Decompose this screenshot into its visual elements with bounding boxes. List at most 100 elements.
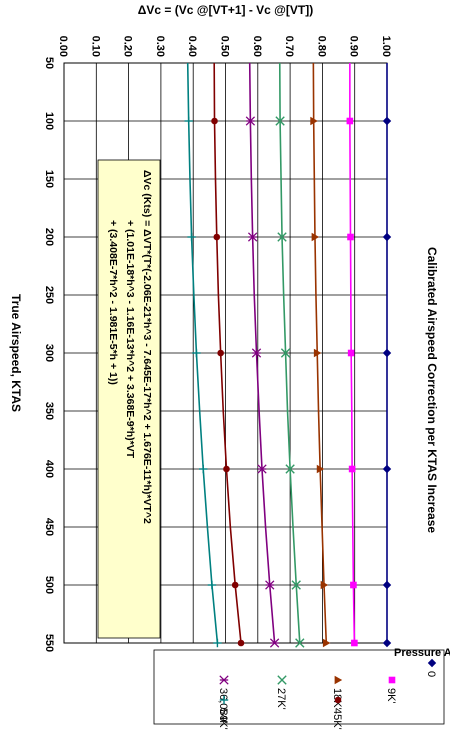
legend-item: 0 bbox=[425, 658, 437, 677]
data-point bbox=[217, 349, 224, 357]
data-point bbox=[184, 116, 193, 126]
legend-marker-stroke bbox=[277, 675, 287, 685]
data-point bbox=[269, 638, 280, 648]
data-point bbox=[237, 639, 245, 647]
data-point bbox=[187, 232, 196, 242]
legend-marker bbox=[219, 675, 229, 685]
data-point bbox=[295, 638, 305, 648]
data-point-stroke bbox=[280, 348, 291, 358]
legend-item: 45K' bbox=[331, 696, 343, 730]
y-tick-label: 0.90 bbox=[348, 36, 360, 57]
data-point bbox=[207, 580, 217, 590]
y-tick-label: 0.30 bbox=[154, 36, 166, 57]
legend-marker bbox=[334, 696, 342, 704]
data-point bbox=[311, 232, 320, 242]
legend-item: 9K' bbox=[385, 676, 397, 704]
legend-marker bbox=[334, 675, 343, 685]
legend-marker bbox=[388, 676, 396, 684]
x-tick-label: 450 bbox=[43, 518, 55, 536]
data-point bbox=[350, 581, 357, 589]
data-point bbox=[291, 580, 301, 590]
series-layer bbox=[184, 62, 392, 648]
legend-item: 54K' bbox=[217, 695, 229, 730]
series-2 bbox=[346, 63, 358, 647]
y-tick-label: 1.00 bbox=[380, 36, 392, 57]
data-point bbox=[192, 348, 201, 358]
legend-box bbox=[153, 649, 445, 725]
y-tick-label: 0.10 bbox=[89, 36, 101, 57]
data-point bbox=[275, 116, 285, 126]
series-5 bbox=[245, 62, 280, 648]
data-point bbox=[348, 465, 356, 473]
legend-label: 45K' bbox=[331, 708, 343, 730]
tick-labels: 50 100 150 200 250 300 350 400 450 500 550 0.00 0.10… bbox=[43, 36, 392, 653]
data-point bbox=[213, 638, 222, 648]
y-tick-label: 0.20 bbox=[122, 36, 134, 57]
data-point bbox=[257, 464, 267, 474]
data-point-stroke bbox=[277, 232, 287, 242]
data-point bbox=[320, 580, 329, 590]
x-tick-label: 200 bbox=[43, 228, 55, 246]
data-point-stroke bbox=[275, 116, 285, 126]
data-point-stroke bbox=[285, 464, 295, 474]
legend-item: 36,089' bbox=[217, 675, 229, 724]
series-4 bbox=[275, 62, 305, 648]
y-tick-label: 0.40 bbox=[186, 36, 198, 57]
legend-title: Pressure Altitude bbox=[394, 647, 450, 659]
legend-marker bbox=[219, 695, 229, 705]
x-tick-label: 300 bbox=[43, 344, 55, 362]
series-3 bbox=[310, 62, 331, 648]
x-axis-title: True Airspeed, KTAS bbox=[9, 294, 23, 412]
data-point bbox=[313, 348, 322, 358]
y-tick-label: 0.80 bbox=[315, 36, 327, 57]
legend: Pressure Altitude09K'18K'27K'36,089'45K'… bbox=[153, 647, 450, 730]
x-tick-label: 100 bbox=[43, 112, 55, 130]
legend-label: 27K' bbox=[275, 688, 287, 710]
legend-item: 27K' bbox=[275, 675, 287, 710]
x-tick-label: 150 bbox=[43, 170, 55, 188]
data-point bbox=[322, 638, 331, 648]
legend-label: 54K' bbox=[217, 708, 229, 730]
data-point bbox=[310, 116, 318, 126]
y-axis-title: ΔVc = (Vc @[VT+1] - Vc @[VT]) bbox=[138, 3, 313, 17]
y-tick-label: 0.50 bbox=[219, 36, 231, 57]
data-point bbox=[347, 233, 354, 241]
data-point bbox=[213, 233, 221, 241]
data-point bbox=[245, 116, 256, 126]
legend-marker bbox=[277, 675, 287, 685]
data-point bbox=[351, 639, 358, 647]
data-point bbox=[251, 348, 262, 358]
data-point bbox=[280, 348, 291, 358]
series-7 bbox=[184, 62, 222, 648]
data-point bbox=[346, 117, 354, 125]
data-point bbox=[382, 232, 392, 242]
legend-label: 36,089' bbox=[217, 688, 229, 724]
data-point bbox=[316, 464, 325, 474]
data-point bbox=[382, 580, 392, 590]
series-6 bbox=[211, 62, 245, 647]
data-point bbox=[247, 232, 258, 242]
data-point bbox=[223, 465, 230, 473]
equation-box bbox=[97, 159, 161, 639]
y-tick-label: 0.00 bbox=[57, 36, 69, 57]
equation-line-2: + (1.01E-18*h^3 - 1.16E-13*h^2 + 3.368E-… bbox=[124, 220, 136, 459]
x-tick-label: 500 bbox=[43, 576, 55, 594]
x-tick-label: 550 bbox=[43, 634, 55, 652]
data-point bbox=[231, 581, 239, 589]
x-tick-label: 50 bbox=[43, 57, 55, 69]
equation-line-3: + (3.408E-7*h^2 - 1.981E-5*h + 1)) bbox=[107, 220, 119, 385]
equation-line-1: ΔVc (Kts) = ΔVT*(T*(-2.06E-21*h^3 - 7.64… bbox=[141, 170, 153, 524]
data-point-stroke bbox=[291, 580, 301, 590]
data-point bbox=[285, 464, 295, 474]
y-tick-label: 0.60 bbox=[251, 36, 263, 57]
data-point bbox=[199, 464, 208, 474]
y-tick-label: 0.70 bbox=[283, 36, 295, 57]
data-point bbox=[347, 349, 355, 357]
equation-annotation: ΔVc (Kts) = ΔVT*(T*(-2.06E-21*h^3 - 7.64… bbox=[97, 159, 161, 639]
x-tick-label: 350 bbox=[43, 402, 55, 420]
data-point bbox=[277, 232, 287, 242]
x-tick-label: 250 bbox=[43, 286, 55, 304]
data-point-stroke bbox=[295, 638, 305, 648]
